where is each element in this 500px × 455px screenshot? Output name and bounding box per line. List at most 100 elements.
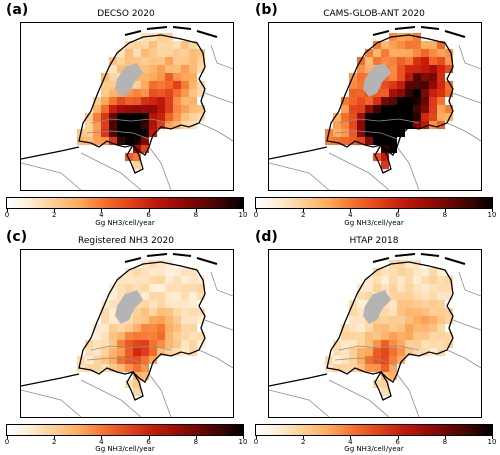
emission-cell (389, 300, 397, 308)
emission-cell (381, 276, 389, 284)
emission-cell (149, 348, 157, 356)
emission-cell (101, 316, 109, 324)
emission-cell (85, 340, 93, 348)
country-border (328, 379, 390, 417)
emission-cell (165, 268, 173, 276)
emission-cell (389, 340, 397, 348)
colorbar-tick-label: 6 (395, 438, 400, 446)
emission-cell (341, 121, 349, 129)
emission-cell (93, 340, 101, 348)
emission-cell (93, 105, 101, 113)
emission-cell (101, 89, 109, 97)
emission-cell (421, 284, 429, 292)
emission-cell (397, 332, 405, 340)
emission-cell (405, 332, 413, 340)
emission-cell (397, 105, 405, 113)
emission-cell (181, 41, 189, 49)
emission-cell (405, 57, 413, 65)
emission-cell (365, 284, 373, 292)
emission-cell (389, 284, 397, 292)
emission-cell (397, 308, 405, 316)
emission-cell (365, 105, 373, 113)
emission-cell (109, 364, 117, 372)
emission-cell (189, 316, 197, 324)
emission-cell (373, 105, 381, 113)
emission-cell (357, 89, 365, 97)
emission-cell (141, 49, 149, 57)
emission-cell (373, 348, 381, 356)
emission-cell (181, 121, 189, 129)
emission-cell (413, 81, 421, 89)
emission-cell (445, 276, 453, 284)
emission-cell (157, 121, 165, 129)
emission-cell (381, 268, 389, 276)
emission-cell (117, 340, 125, 348)
coastline (21, 373, 80, 387)
emission-cell (349, 97, 357, 105)
emission-cell (397, 113, 405, 121)
emission-cell (165, 121, 173, 129)
emission-cell (413, 41, 421, 49)
map-panel-b (268, 22, 482, 191)
emission-cell (93, 97, 101, 105)
emission-cell (85, 113, 93, 121)
emission-cell (197, 81, 205, 89)
emission-cell (149, 57, 157, 65)
emission-cell (141, 308, 149, 316)
emission-cell (173, 300, 181, 308)
emission-cell (421, 49, 429, 57)
emission-cell (101, 129, 109, 137)
emission-cell (421, 65, 429, 73)
emission-cell (357, 324, 365, 332)
emission-cell (397, 121, 405, 129)
colorbar-tick-label: 2 (300, 438, 306, 446)
emission-cell (157, 49, 165, 57)
emission-cell (133, 324, 141, 332)
emission-cell (389, 65, 397, 73)
emission-cell (373, 121, 381, 129)
emission-cell (429, 268, 437, 276)
emission-cell (109, 348, 117, 356)
emission-cell (341, 97, 349, 105)
emission-cell (197, 284, 205, 292)
country-border (21, 162, 82, 190)
emission-cell (389, 41, 397, 49)
emission-cell (437, 89, 445, 97)
emission-cell (349, 324, 357, 332)
emission-cell (157, 260, 165, 268)
emission-cell (405, 308, 413, 316)
emission-cell (389, 81, 397, 89)
emission-cell (85, 137, 93, 145)
emission-cell (157, 316, 165, 324)
emission-cell (349, 308, 357, 316)
emission-cell (133, 340, 141, 348)
emission-cell (181, 105, 189, 113)
colorbar-tick-mark (492, 436, 493, 439)
emission-cell (165, 300, 173, 308)
emission-cell (157, 113, 165, 121)
emission-cell (429, 57, 437, 65)
emission-cell (173, 113, 181, 121)
map-panel-c (20, 249, 234, 418)
emission-cell (125, 268, 133, 276)
emission-cell (165, 81, 173, 89)
emission-cell (189, 332, 197, 340)
colorbar-tick-mark (195, 209, 197, 212)
emission-cell (149, 292, 157, 300)
emission-cell (429, 41, 437, 49)
emission-cell (117, 97, 125, 105)
emission-cell (421, 81, 429, 89)
emission-cell (437, 284, 445, 292)
emission-cell (181, 89, 189, 97)
emission-cell (349, 81, 357, 89)
emission-cell (173, 97, 181, 105)
emission-cell (373, 49, 381, 57)
river (338, 345, 420, 351)
colorbar-tick-label: 6 (146, 438, 151, 446)
emission-cell (189, 340, 197, 348)
emission-cell (133, 284, 141, 292)
colorbar-tick-mark (101, 436, 103, 439)
river (334, 130, 398, 140)
colorbar (255, 424, 493, 436)
emission-cell (157, 41, 165, 49)
